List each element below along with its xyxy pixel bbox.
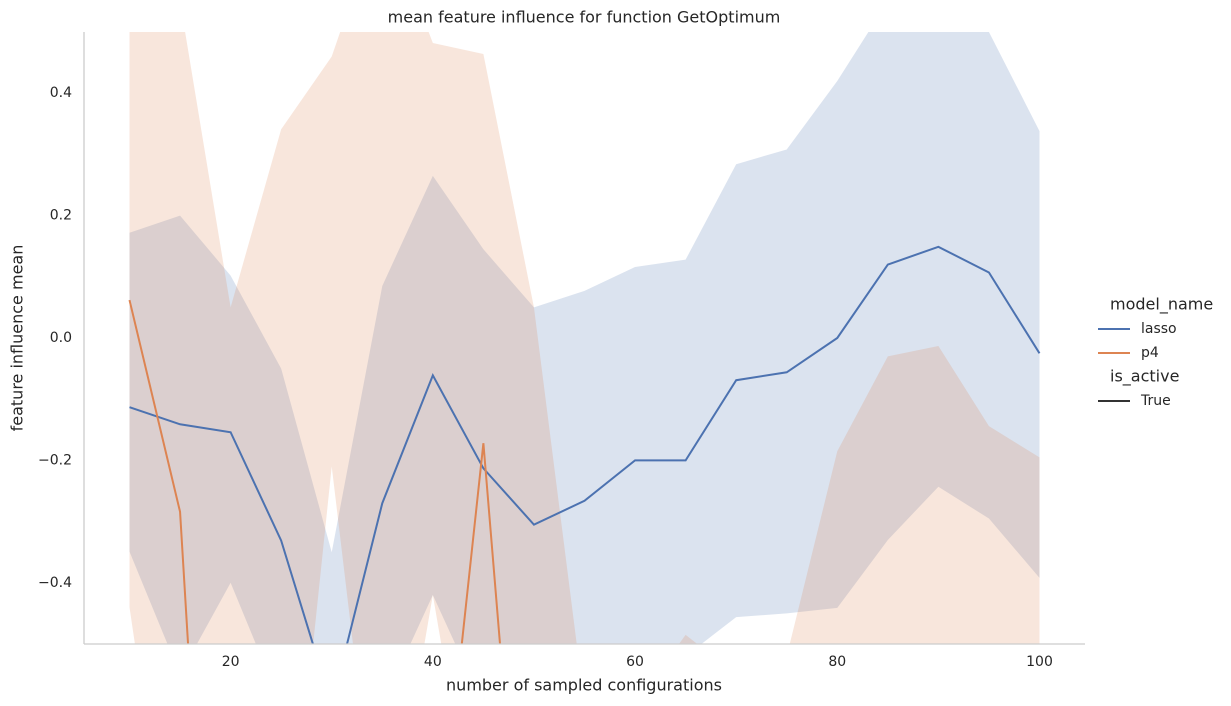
y-tick-label: 0.2	[50, 208, 72, 224]
legend-title: is_active	[1110, 367, 1179, 387]
x-tick-label: 100	[1026, 654, 1053, 670]
y-axis-label: feature influence mean	[8, 245, 27, 432]
x-tick-label: 60	[626, 654, 644, 670]
x-tick-label: 80	[828, 654, 846, 670]
bands	[129, 32, 1040, 644]
legend-label: p4	[1141, 345, 1159, 361]
legend-label: lasso	[1141, 321, 1177, 337]
lines	[128, 245, 1041, 644]
ci-band	[129, 32, 1040, 644]
y-tick-label: −0.4	[38, 575, 72, 591]
y-tick-label: 0.0	[50, 330, 72, 346]
ci-band	[129, 32, 1040, 644]
y-tick-label: −0.2	[38, 452, 72, 468]
y-tick-label: 0.4	[50, 85, 72, 101]
x-tick-label: 40	[424, 654, 442, 670]
series-line	[129, 245, 1041, 644]
chart-title: mean feature influence for function GetO…	[388, 8, 781, 27]
legend-label: True	[1140, 393, 1171, 409]
legend-title: model_name	[1110, 295, 1213, 315]
ticks: 20 40 60 80 100 −0.4 −0.2 0.0 0.2 0.4	[38, 85, 1053, 670]
x-axis-label: number of sampled configurations	[446, 676, 722, 695]
x-tick-label: 20	[222, 654, 240, 670]
